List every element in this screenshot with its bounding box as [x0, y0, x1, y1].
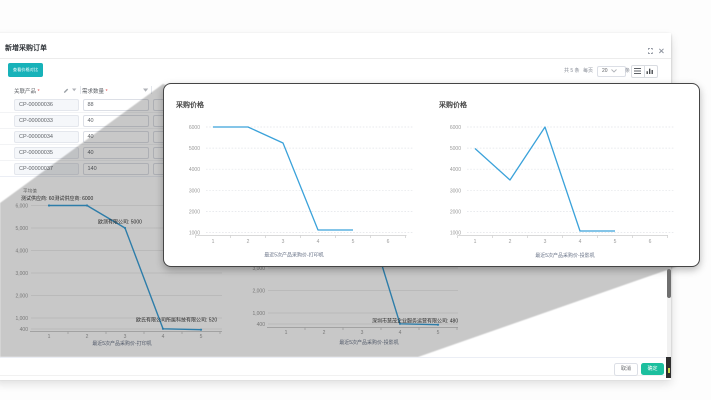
- svg-text:2: 2: [509, 239, 512, 245]
- svg-text:6000: 6000: [189, 125, 200, 131]
- svg-text:3: 3: [282, 239, 285, 245]
- svg-text:6000: 6000: [450, 125, 461, 131]
- svg-text:采购价格: 采购价格: [438, 100, 468, 109]
- svg-text:6: 6: [387, 239, 390, 245]
- svg-text:3000: 3000: [189, 188, 200, 194]
- svg-text:4000: 4000: [450, 167, 461, 173]
- svg-text:4000: 4000: [189, 167, 200, 173]
- svg-text:2000: 2000: [450, 209, 461, 215]
- svg-text:1: 1: [212, 239, 215, 245]
- svg-text:2000: 2000: [189, 209, 200, 215]
- svg-text:2: 2: [247, 239, 250, 245]
- svg-text:5000: 5000: [450, 146, 461, 152]
- svg-text:5: 5: [614, 239, 617, 245]
- svg-text:5000: 5000: [189, 146, 200, 152]
- svg-text:6: 6: [649, 239, 652, 245]
- svg-text:1000: 1000: [450, 231, 461, 237]
- svg-text:4: 4: [579, 239, 582, 245]
- svg-text:3: 3: [544, 239, 547, 245]
- svg-text:3000: 3000: [450, 188, 461, 194]
- svg-text:5: 5: [352, 239, 355, 245]
- svg-text:最近5次产品采购价-投影机: 最近5次产品采购价-投影机: [535, 252, 594, 259]
- svg-text:1: 1: [474, 239, 477, 245]
- svg-text:4: 4: [317, 239, 320, 245]
- svg-text:1000: 1000: [189, 231, 200, 237]
- svg-text:最近5次产品采购价-打印机: 最近5次产品采购价-打印机: [264, 252, 323, 259]
- svg-text:采购价格: 采购价格: [175, 100, 205, 109]
